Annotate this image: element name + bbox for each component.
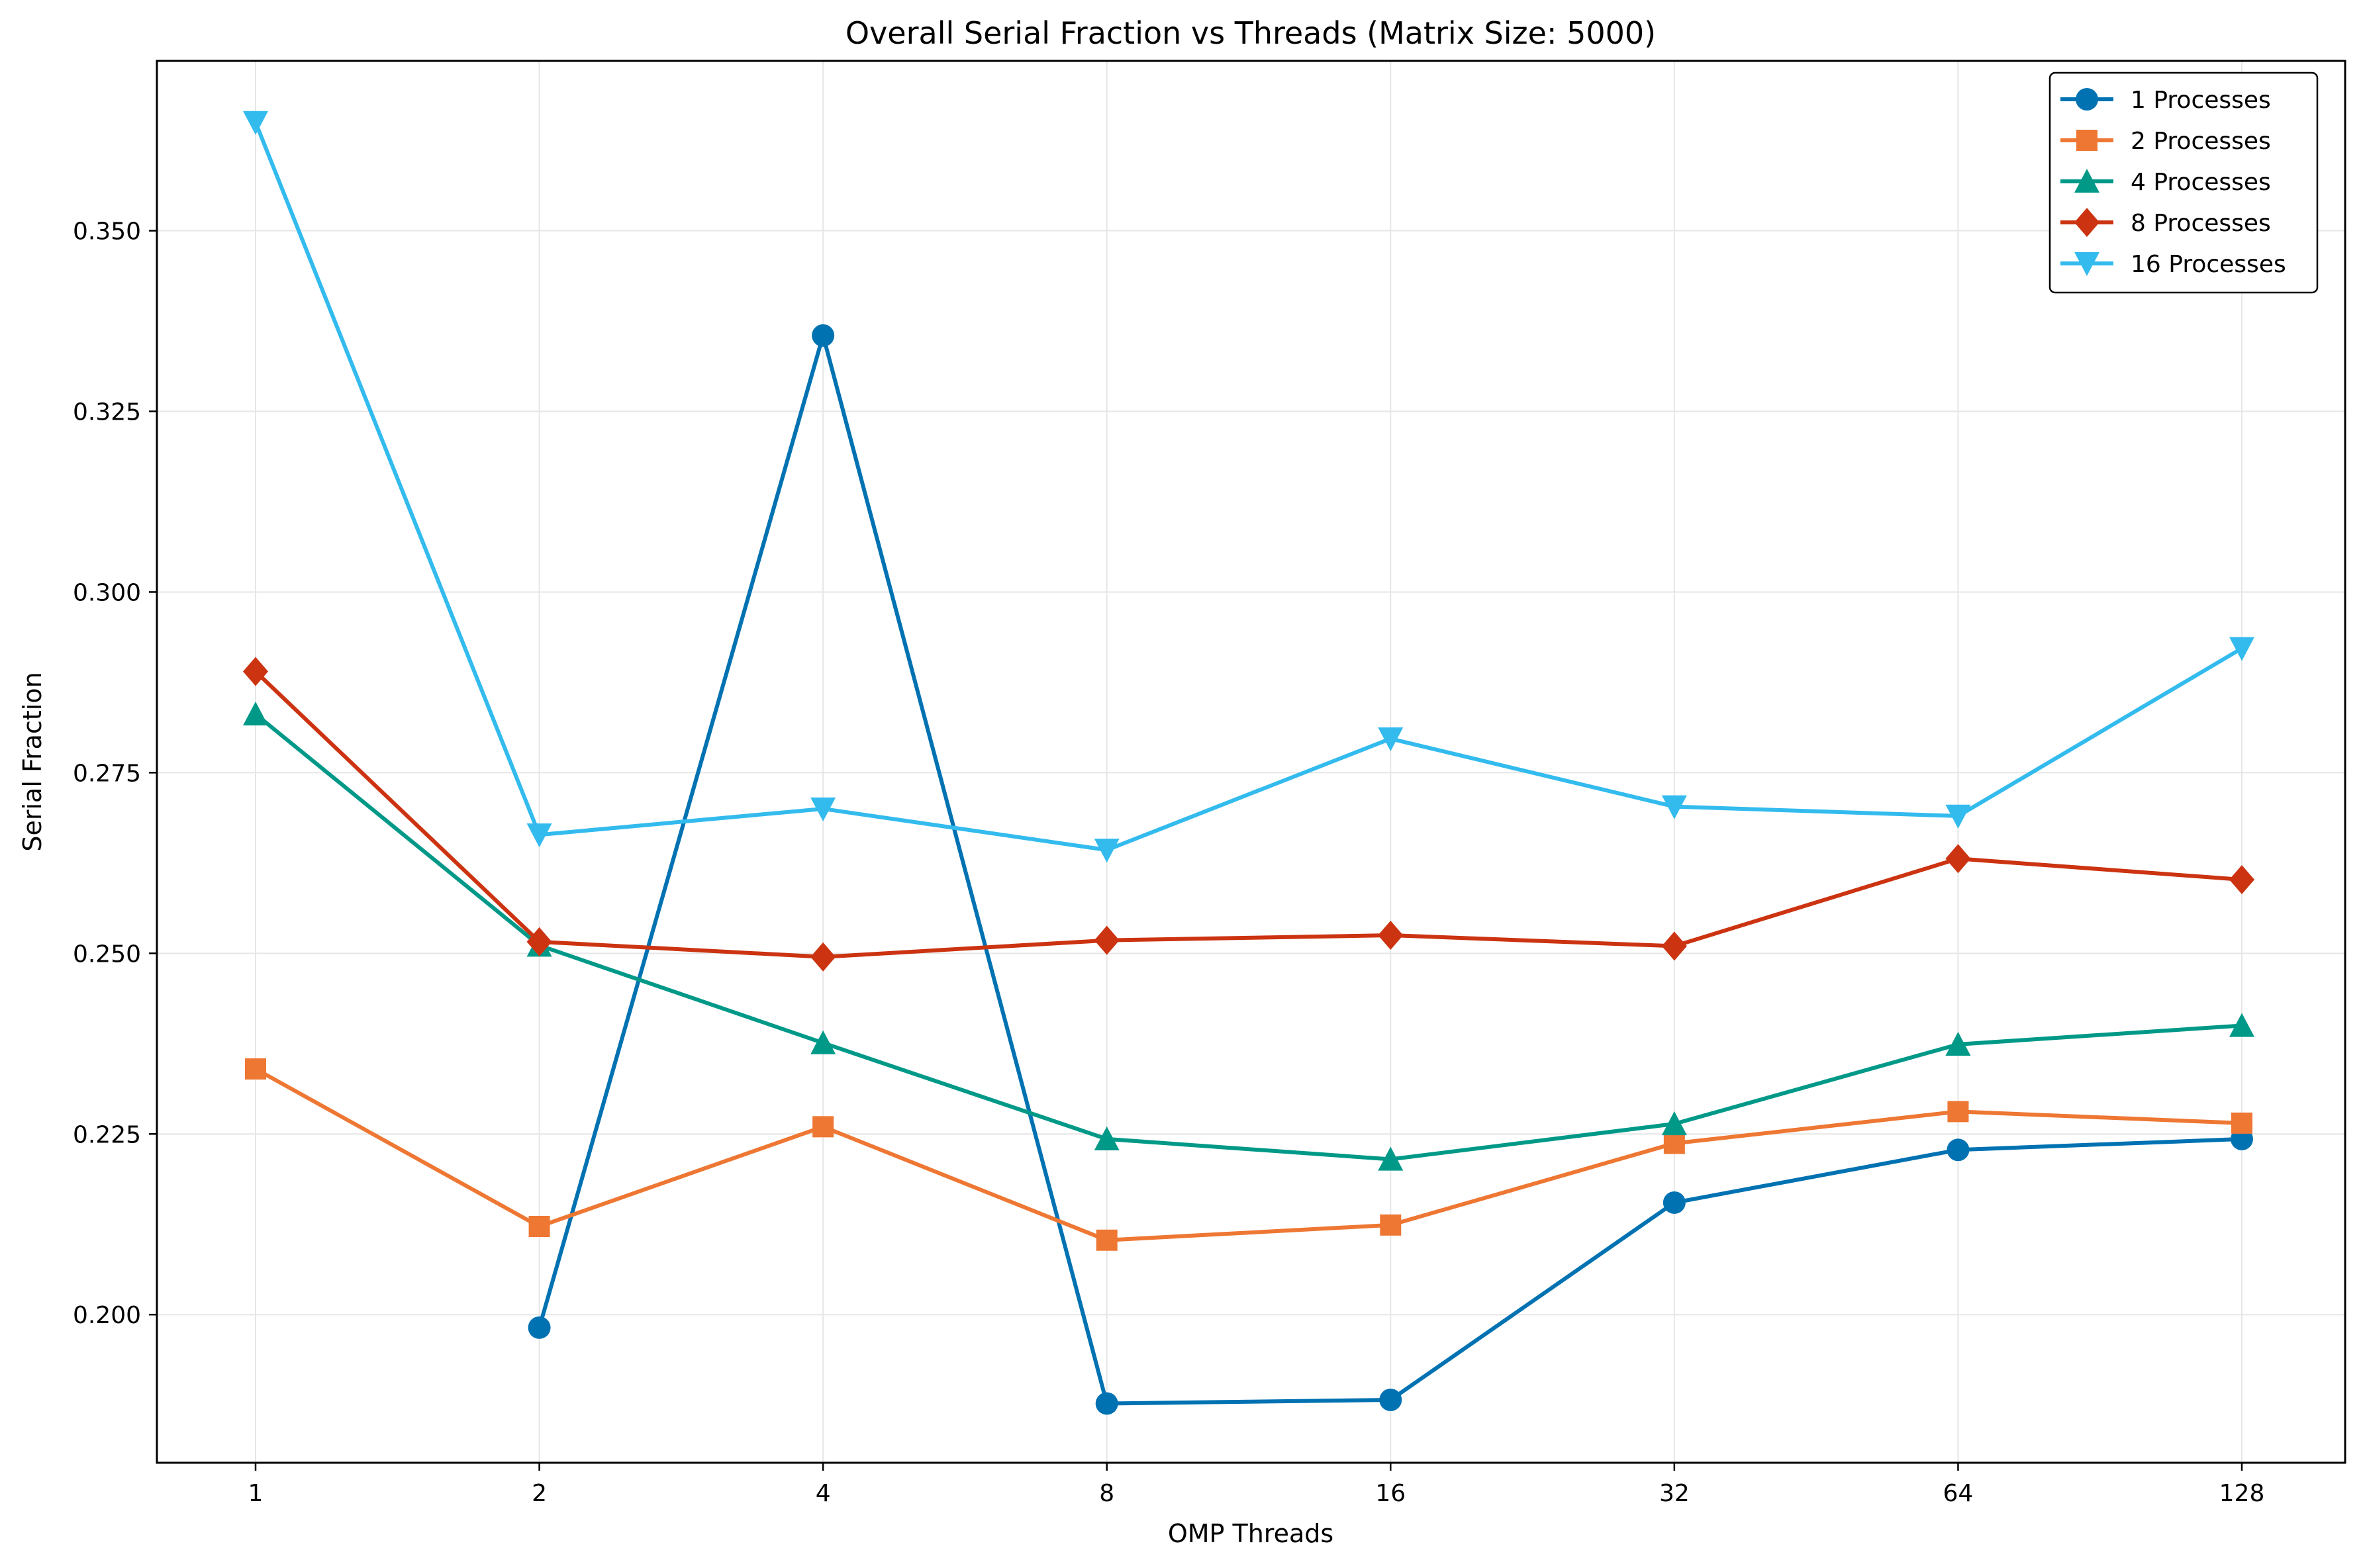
- data-point: [1945, 1031, 1971, 1056]
- data-point: [245, 1058, 266, 1080]
- x-tick-label: 128: [2219, 1480, 2265, 1507]
- data-point: [2231, 1112, 2252, 1134]
- y-axis-ticks: 0.200 0.225 0.250 0.275 0.300 0.325 0.350: [73, 218, 157, 1329]
- series-line-5: [254, 121, 2243, 853]
- data-point: [1378, 1146, 1404, 1171]
- plot-frame: [156, 60, 2346, 1464]
- series-line-3: [254, 712, 2242, 1162]
- data-point: [243, 111, 268, 135]
- legend-item: 16 Processes: [2060, 251, 2286, 278]
- series-line-4: [254, 670, 2242, 959]
- legend-box: [2049, 71, 2319, 294]
- x-tick-label: 32: [1659, 1480, 1690, 1507]
- x-axis-ticks: 1 2 4 8 16 32 64 128: [248, 1463, 2265, 1507]
- data-point: [243, 701, 268, 726]
- x-tick-label: 8: [1099, 1480, 1114, 1507]
- legend-label: 8 Processes: [2131, 210, 2271, 237]
- legend-marker: [2076, 130, 2098, 151]
- data-point: [810, 1030, 836, 1054]
- plot-area-background: [157, 61, 2345, 1463]
- legend-label: 16 Processes: [2131, 251, 2286, 278]
- data-point: [2229, 864, 2254, 894]
- data-point: [1947, 1138, 1970, 1162]
- data-point: [1663, 1132, 1685, 1154]
- y-tick-label: 0.325: [73, 399, 141, 426]
- data-point: [1094, 925, 1120, 955]
- data-point: [812, 1116, 834, 1138]
- data-point: [1947, 1101, 1969, 1123]
- data-point: [810, 942, 836, 972]
- x-tick-label: 1: [248, 1480, 264, 1507]
- data-point: [1945, 844, 1971, 874]
- legend: 1 Processes 2 Processes 4 Processes 8 Proce…: [2049, 71, 2319, 294]
- y-tick-label: 0.350: [73, 218, 141, 246]
- data-point: [1661, 931, 1687, 961]
- legend-label: 2 Processes: [2131, 128, 2271, 155]
- x-tick-label: 16: [1375, 1480, 1406, 1507]
- data-point: [528, 1215, 550, 1237]
- data-point: [1380, 1214, 1402, 1236]
- x-tick-label: 64: [1943, 1480, 1974, 1507]
- chart-title: Overall Serial Fraction vs Threads (Matr…: [845, 15, 1656, 51]
- data-point: [812, 324, 835, 347]
- data-point: [1379, 1389, 1402, 1412]
- y-tick-label: 0.225: [73, 1121, 141, 1148]
- grid-lines: [157, 61, 2345, 1463]
- x-axis-label: OMP Threads: [1168, 1519, 1333, 1548]
- legend-item: 4 Processes: [2060, 169, 2271, 196]
- data-point: [2229, 1013, 2254, 1037]
- data-point: [1378, 921, 1404, 950]
- data-point: [1095, 1392, 1118, 1415]
- y-tick-label: 0.250: [73, 941, 141, 968]
- legend-label: 4 Processes: [2131, 169, 2271, 196]
- data-point: [243, 657, 268, 686]
- y-axis-label: Serial Fraction: [18, 672, 47, 851]
- data-point: [1096, 1229, 1118, 1251]
- legend-marker: [2076, 88, 2098, 111]
- data-point: [1661, 1111, 1687, 1136]
- y-tick-label: 0.275: [73, 760, 141, 787]
- y-tick-label: 0.300: [73, 579, 141, 606]
- data-point: [2229, 637, 2254, 661]
- legend-marker: [2074, 169, 2099, 193]
- data-point: [1661, 795, 1687, 819]
- x-tick-label: 4: [816, 1480, 831, 1507]
- legend-label: 1 Processes: [2131, 87, 2271, 114]
- data-point: [526, 823, 552, 848]
- data-point: [1094, 1126, 1120, 1150]
- series-markers: [243, 111, 2254, 1415]
- data-point: [1663, 1191, 1686, 1214]
- data-point: [1378, 727, 1404, 752]
- series-line-2: [254, 1067, 2242, 1242]
- data-point: [528, 1316, 551, 1339]
- data-point: [1094, 839, 1120, 863]
- data-point: [1945, 804, 1971, 829]
- legend-item: 1 Processes: [2060, 87, 2271, 114]
- legend-marker: [2074, 208, 2099, 237]
- data-point: [810, 797, 836, 821]
- legend-marker: [2074, 252, 2099, 276]
- data-point: [526, 927, 552, 956]
- legend-item: 2 Processes: [2060, 128, 2271, 155]
- legend-item: 8 Processes: [2060, 208, 2271, 237]
- x-tick-label: 2: [532, 1480, 547, 1507]
- y-tick-label: 0.200: [73, 1302, 141, 1329]
